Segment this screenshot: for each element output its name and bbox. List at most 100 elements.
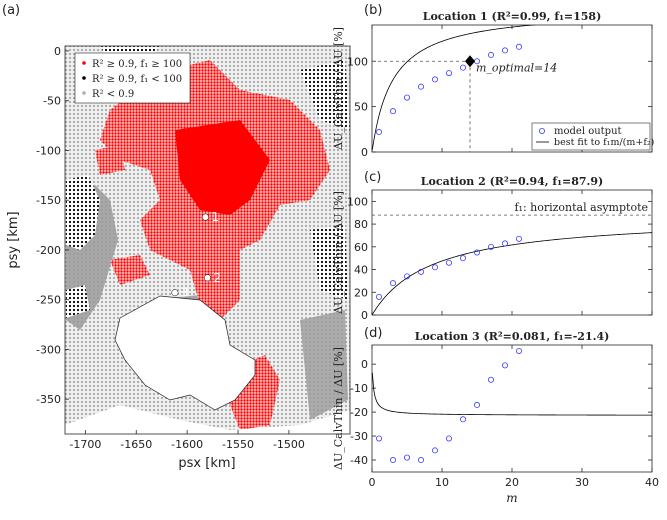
panel-title: Location 3 (R²=0.081, f₁=-21.4) [415,330,610,343]
map-y-tick-label: -150 [36,194,61,207]
map-x-ticks: -1700 -1650 -1600 -1550 -1500 [69,430,305,451]
plot-content [372,214,652,315]
map-y-tick-label: -100 [36,144,61,157]
panel-label-a: (a) [2,3,20,18]
location-3-panel: (d) Location 3 (R²=0.081, f₁=-21.4) 0 -10 -2… [332,326,659,505]
plot-legend [531,122,651,151]
map-x-tick-label: -1500 [273,438,305,451]
model-output-point [516,43,523,50]
map-y-tick-label: -350 [36,393,61,406]
model-output-point [389,108,396,115]
model-output-point [501,47,508,54]
map-x-axis-label: psx [km] [178,456,235,471]
y-tick-label: -40 [350,454,368,467]
model-output-point [417,83,424,90]
model-output-point [389,457,396,464]
model-output-point [487,243,494,250]
y-tick-label: 80 [354,218,368,231]
model-output-point [501,362,508,369]
model-output-point [445,70,452,77]
y-tick-label: 0 [361,146,368,159]
model-output-point [417,457,424,464]
legend-entry: best fit to f₁m/(m+f₂) [554,137,654,148]
map-x-tick-label: -1550 [222,438,254,451]
asymptote-label: f₁: horizontal asymptote [514,201,648,214]
y-tick-label: 50 [354,101,368,114]
map-legend: R² ≥ 0.9, f₁ ≥ 100 R² ≥ 0.9, f₁ < 100 R² <… [74,52,191,104]
y-axis-label: ΔU_CalvThin / ΔU [%] [332,27,345,150]
model-output-point [487,376,494,383]
location-label: 1 [211,210,219,224]
legend-marker [82,91,86,95]
model-output-point [389,280,396,287]
model-output-point [459,64,466,71]
legend-entry: R² ≥ 0.9, f₁ < 100 [92,74,182,85]
map-panel: (a) R² ≥ 0 [2,3,351,471]
fit-curve [372,372,652,416]
model-output-point [516,235,523,242]
x-tick-label: 0 [369,476,376,489]
panel-title: Location 2 (R²=0.94, f₁=87.9) [421,175,603,188]
panel-label: (c) [364,170,381,185]
x-tick-label: 20 [505,476,519,489]
map-x-tick-label: -1700 [69,438,101,451]
location-marker [202,213,209,221]
map-y-tick-label: -200 [36,244,61,257]
model-output-point [403,273,410,280]
location-markers: 1 2 3 [171,210,222,300]
legend-marker [539,127,546,134]
model-output-point [445,259,452,266]
x-tick-label: 10 [435,476,449,489]
legend-entry: R² < 0.9 [92,89,134,100]
plot-area [371,189,653,316]
map-y-ticks: 0 -50 -100 -150 -200 -250 -300 -350 [36,45,69,406]
model-output-point [431,447,438,454]
model-output-point [459,416,466,423]
model-output-point [431,264,438,271]
plot-content [372,347,652,464]
legend-marker [82,61,86,65]
y-axis-label: ΔU_CalvThin / ΔU [%] [332,347,345,470]
map-x-tick-label: -1600 [171,438,203,451]
y-tick-label: -30 [350,430,368,443]
model-output-point [431,76,438,83]
location-label: 2 [214,271,222,285]
model-output-point [459,255,466,262]
y-tick-label: 20 [354,286,368,299]
y-tick-label: 100 [347,195,368,208]
model-output-point [445,435,452,442]
map-y-tick-label: -50 [43,95,61,108]
location-1-panel: (b) Location 1 (R²=0.99, f₁=158) 0 50 100ΔU_… [332,3,654,159]
y-tick-label: -20 [350,406,368,419]
legend-entry: R² ≥ 0.9, f₁ ≥ 100 [92,59,182,70]
y-tick-label: 100 [347,55,368,68]
model-output-point [487,51,494,58]
optimal-marker [465,55,475,68]
plot-content [372,25,538,152]
location-marker [204,274,211,282]
panel-label: (b) [364,3,382,18]
location-2-panel: (c) Location 2 (R²=0.94, f₁=87.9) 0 20 40 60 8… [332,170,653,322]
map-y-tick-label: -250 [36,294,61,307]
map-field [65,46,350,434]
fit-curve [372,232,652,315]
model-output-point [516,347,523,354]
optimal-label: m_optimal=14 [476,61,557,74]
plot-area [371,344,653,473]
panel-title: Location 1 (R²=0.99, f₁=158) [423,10,602,23]
model-output-point [501,240,508,247]
model-output-point [403,94,410,101]
map-x-tick-label: -1650 [120,438,152,451]
y-tick-label: 0 [361,358,368,371]
model-output-point [473,401,480,408]
location-marker [171,289,179,297]
x-tick-label: 40 [645,476,659,489]
map-y-tick-label: -300 [36,343,61,356]
legend-entry: model output [554,126,622,137]
x-tick-label: 30 [575,476,589,489]
model-output-point [375,435,382,442]
map-y-tick-label: 0 [54,45,61,58]
location-label: 3 [181,286,189,300]
model-output-point [375,129,382,136]
x-axis-label: m [506,491,517,505]
